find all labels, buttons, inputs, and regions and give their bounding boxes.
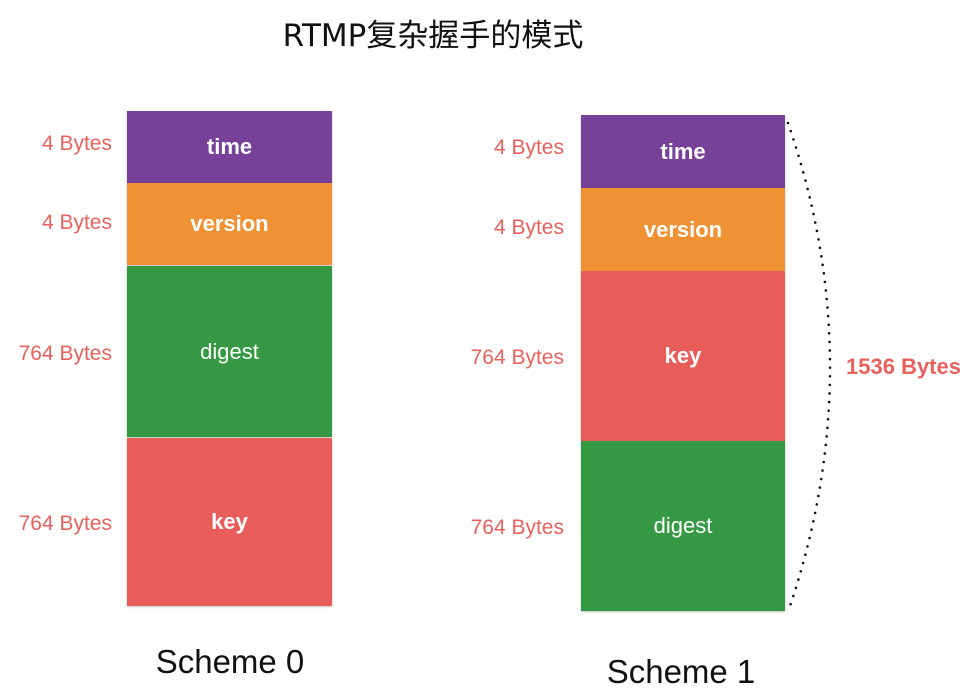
block-label: time — [206, 134, 253, 159]
block-label: digest — [653, 513, 713, 538]
block-label: key — [664, 343, 702, 368]
size-label: 4 Bytes — [41, 211, 112, 234]
size-label: 764 Bytes — [18, 342, 112, 365]
digest-block: digest — [127, 266, 332, 437]
key-block: key — [581, 271, 785, 441]
digest-block: digest — [581, 441, 785, 611]
size-label: 764 Bytes — [470, 346, 564, 369]
size-label: 4 Bytes — [493, 136, 564, 159]
block-label: key — [211, 509, 248, 534]
size-label: 764 Bytes — [18, 512, 112, 535]
version-block: version — [127, 183, 332, 265]
block-label: version — [643, 216, 723, 242]
scheme-label: Scheme 1 — [606, 653, 756, 690]
diagram-title: RTMP复杂握手的模式 — [282, 18, 584, 54]
block-label: time — [660, 138, 706, 164]
time-block: time — [581, 115, 785, 188]
size-label: 4 Bytes — [493, 216, 564, 239]
block-label: version — [190, 211, 269, 236]
version-block: version — [581, 188, 785, 271]
key-block: key — [127, 438, 332, 606]
time-block: time — [127, 111, 332, 183]
size-label: 764 Bytes — [470, 516, 564, 539]
size-label: 4 Bytes — [41, 132, 112, 155]
block-label: digest — [200, 338, 259, 364]
scheme-label: Scheme 0 — [155, 643, 305, 680]
total-size-label: 1536 Bytes — [846, 354, 961, 379]
